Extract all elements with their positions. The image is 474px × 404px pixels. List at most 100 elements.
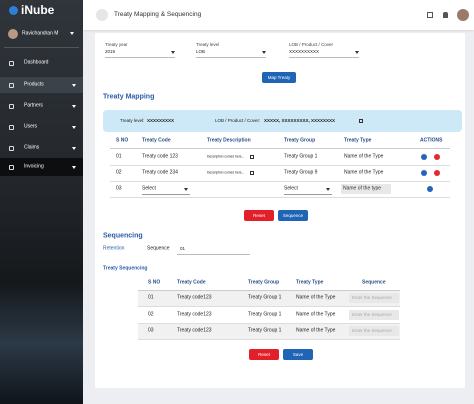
dropdown-arrow xyxy=(355,51,359,54)
divider xyxy=(110,165,450,166)
info-box xyxy=(103,110,462,132)
top-bar xyxy=(83,0,474,30)
profile-avatar[interactable] xyxy=(457,9,469,21)
table-cell: Treaty code 234 xyxy=(142,169,178,176)
divider xyxy=(110,181,450,182)
add-button[interactable] xyxy=(427,186,433,192)
sequence-button-label: Sequence xyxy=(282,212,304,218)
menu-icon xyxy=(9,164,14,170)
caret xyxy=(70,32,74,35)
sequence-placeholder: Enter the Sequence xyxy=(352,294,392,300)
reset-button-label: Reset xyxy=(258,351,270,357)
reset-button-label: Reset xyxy=(253,212,265,218)
table-cell: Treaty code 123 xyxy=(142,153,178,160)
page-title: Treaty Mapping & Sequencing xyxy=(114,10,202,18)
apps-icon[interactable] xyxy=(427,12,433,18)
row-shade xyxy=(138,323,400,339)
menu-icon xyxy=(9,60,14,66)
table-header: Treaty Code xyxy=(142,137,171,144)
divider xyxy=(110,197,450,198)
menu-arrow xyxy=(72,165,76,169)
sequence-input[interactable] xyxy=(349,293,399,303)
menu-item[interactable]: Dashboard xyxy=(24,59,49,66)
table-cell: 03 xyxy=(148,327,154,334)
brand-name: iNube xyxy=(21,3,55,17)
select-dropdown[interactable]: Select xyxy=(142,185,156,192)
delete-button[interactable] xyxy=(434,154,440,160)
table-cell: Name of the Type xyxy=(296,294,336,301)
table-header: Treaty Group xyxy=(284,137,316,144)
divider xyxy=(284,194,332,195)
menu-toggle[interactable] xyxy=(96,9,108,21)
sequence-value[interactable]: 01 xyxy=(180,245,186,251)
sequence-input[interactable] xyxy=(349,326,399,336)
info-value: XXXXXXXXX xyxy=(147,117,175,123)
delete-button[interactable] xyxy=(434,170,440,176)
section-title: Treaty Mapping xyxy=(103,93,155,101)
menu-item[interactable]: Products xyxy=(24,81,44,88)
divider xyxy=(105,57,175,58)
divider xyxy=(138,339,400,340)
edit-button[interactable] xyxy=(421,170,427,176)
table-header: Treaty Type xyxy=(344,137,372,144)
divider xyxy=(289,57,359,58)
table-header: S NO xyxy=(116,137,129,144)
table-header: Sequence xyxy=(362,279,386,286)
menu-arrow xyxy=(72,125,76,129)
link-icon[interactable] xyxy=(250,155,254,159)
table-cell: Treaty Group 9 xyxy=(284,169,318,176)
field-value[interactable]: LOB xyxy=(196,48,206,54)
menu-arrow xyxy=(72,146,76,150)
reset-button[interactable] xyxy=(249,349,279,360)
table-cell: Treaty Group 1 xyxy=(248,327,282,334)
menu-item[interactable]: Partners xyxy=(24,102,43,109)
link-icon[interactable] xyxy=(250,171,254,175)
table-cell: Description comes here... xyxy=(207,154,245,159)
sequence-label: Sequence xyxy=(147,245,170,252)
field-value[interactable]: 2019 xyxy=(105,48,116,54)
table-cell: 01 xyxy=(116,153,122,160)
table-cell: 01 xyxy=(148,294,154,301)
table-cell: Name of the Type xyxy=(296,311,336,318)
table-cell: Description comes here... xyxy=(207,170,245,175)
map-treaty-button-label: Map Treaty xyxy=(267,74,291,80)
table-cell: Treaty code123 xyxy=(177,327,212,334)
divider xyxy=(138,323,400,324)
field-value[interactable]: XXXXXXXXXX xyxy=(289,48,320,54)
info-label: LOB / Product / Cover: xyxy=(215,117,261,123)
type-input[interactable] xyxy=(341,184,391,194)
table-cell: 02 xyxy=(116,169,122,176)
sequence-input[interactable] xyxy=(349,310,399,320)
select-dropdown[interactable]: Select xyxy=(284,185,298,192)
menu-item[interactable]: Claims xyxy=(24,144,40,151)
notify-icon[interactable] xyxy=(443,12,448,18)
divider xyxy=(4,47,79,48)
field-label: LOB / Product / Cover xyxy=(289,41,334,47)
divider xyxy=(196,57,266,58)
sidebar xyxy=(0,0,83,404)
edit-icon xyxy=(359,118,363,123)
menu-item[interactable]: Invoicing xyxy=(24,163,44,170)
field-label: Treaty level xyxy=(196,41,220,47)
table-cell: Treaty code123 xyxy=(177,294,212,301)
field-label: Treaty year xyxy=(105,41,128,47)
divider xyxy=(110,148,450,149)
reset-button[interactable] xyxy=(244,210,274,221)
dropdown-arrow xyxy=(326,188,330,191)
edit-button[interactable] xyxy=(421,154,427,160)
table-cell: Name of the Type xyxy=(344,153,384,160)
table-cell: Treaty Group 1 xyxy=(248,311,282,318)
table-header: Treaty Type xyxy=(296,279,324,286)
info-value: XXXXX, XXXXXXXXX, XXXXXXXX xyxy=(264,117,336,123)
sequence-placeholder: Enter the Sequence xyxy=(352,327,392,333)
user-name: Ravichandran M xyxy=(22,30,59,37)
save-button-label: Save xyxy=(292,351,304,357)
table-header: Treaty Description xyxy=(207,137,251,144)
save-button[interactable] xyxy=(283,349,313,360)
map-treaty-button[interactable] xyxy=(262,72,296,83)
section-subtitle: Treaty Sequencing xyxy=(103,265,148,272)
sequence-button[interactable] xyxy=(278,210,308,221)
divider xyxy=(138,290,400,291)
menu-item[interactable]: Users xyxy=(24,123,38,130)
